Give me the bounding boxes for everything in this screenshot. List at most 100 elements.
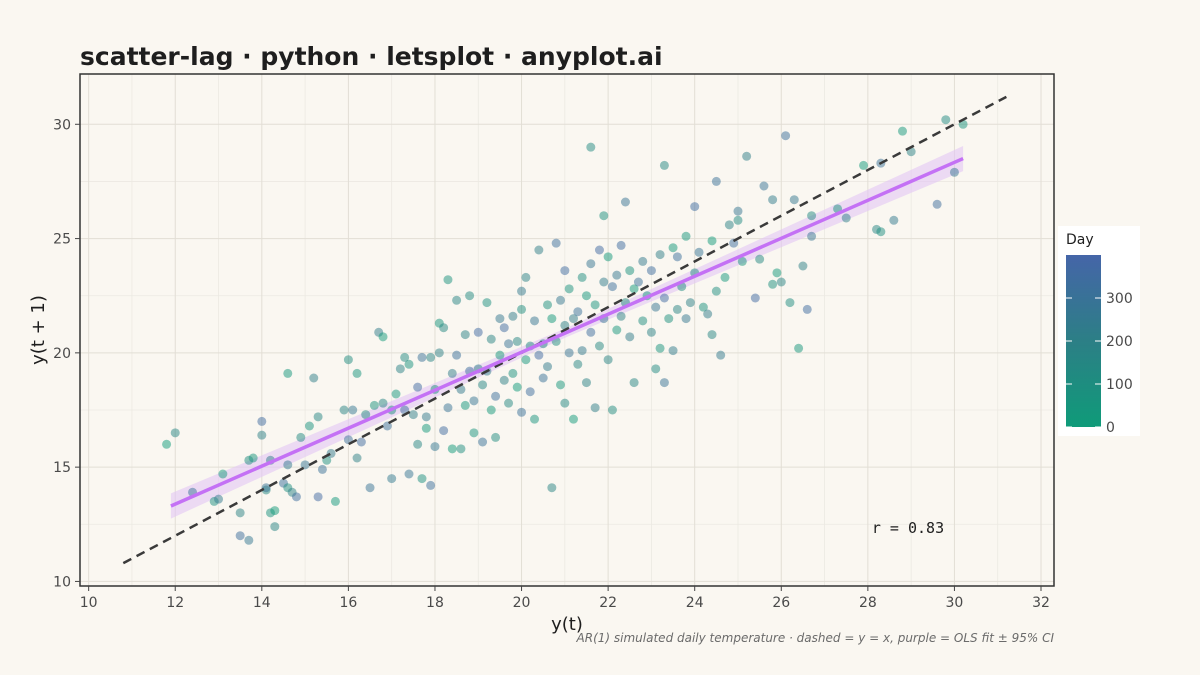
data-point [162, 439, 172, 449]
data-point [551, 238, 561, 248]
data-point [365, 483, 375, 493]
data-point [949, 167, 959, 177]
data-point [517, 286, 527, 296]
data-point [672, 304, 682, 314]
data-point [750, 293, 760, 303]
data-point [447, 368, 457, 378]
x-tick-label: 24 [686, 595, 704, 611]
data-point [564, 284, 574, 294]
data-point [504, 339, 514, 349]
data-point [417, 474, 427, 484]
data-point [391, 389, 401, 399]
data-point [283, 460, 293, 470]
x-tick-label: 32 [1032, 595, 1050, 611]
data-point [426, 352, 436, 362]
data-point [655, 343, 665, 353]
data-point [651, 364, 661, 374]
data-point [486, 334, 496, 344]
data-point [547, 314, 557, 324]
y-tick-label: 30 [53, 117, 71, 133]
data-point [317, 464, 327, 474]
data-point [556, 380, 566, 390]
data-point [690, 202, 700, 212]
data-point [439, 426, 449, 436]
data-point [270, 522, 280, 532]
data-point [612, 325, 622, 335]
data-point [668, 346, 678, 356]
data-point [694, 247, 704, 257]
data-point [430, 442, 440, 452]
data-point [291, 492, 301, 502]
data-point [590, 300, 600, 310]
data-point [400, 352, 410, 362]
data-point [309, 373, 319, 383]
data-point [841, 213, 851, 223]
y-axis-ticks: 10 15 20 25 30 [53, 117, 80, 590]
data-point [633, 277, 643, 287]
data-point [473, 327, 483, 337]
data-point [534, 245, 544, 255]
legend-tick-label: 100 [1106, 377, 1133, 393]
data-point [733, 206, 743, 216]
data-point [508, 311, 518, 321]
data-point [586, 327, 596, 337]
data-point [724, 220, 734, 230]
data-point [876, 227, 886, 237]
data-point [378, 398, 388, 408]
data-point [651, 302, 661, 312]
data-point [270, 506, 280, 516]
data-point [330, 496, 340, 506]
data-point [859, 160, 869, 170]
legend-ticks: 0 100 200 300 [1066, 291, 1133, 436]
data-point [703, 309, 713, 319]
data-point [672, 252, 682, 262]
data-point [439, 323, 449, 333]
data-point [685, 298, 695, 308]
data-point [244, 535, 254, 545]
data-point [716, 350, 726, 360]
x-tick-label: 28 [859, 595, 877, 611]
data-point [508, 368, 518, 378]
data-point [733, 215, 743, 225]
data-point [889, 215, 899, 225]
data-point [378, 332, 388, 342]
data-point [573, 359, 583, 369]
data-point [434, 348, 444, 358]
data-point [452, 350, 462, 360]
data-point [478, 380, 488, 390]
data-point [413, 439, 423, 449]
data-point [512, 336, 522, 346]
data-point [594, 341, 604, 351]
data-point [785, 298, 795, 308]
data-point [577, 346, 587, 356]
x-tick-label: 26 [772, 595, 790, 611]
data-point [469, 396, 479, 406]
data-point [413, 382, 423, 392]
data-point [603, 252, 613, 262]
data-point [530, 414, 540, 424]
data-point [625, 266, 635, 276]
data-point [352, 368, 362, 378]
data-point [616, 311, 626, 321]
data-point [534, 350, 544, 360]
data-point [408, 410, 418, 420]
data-point [417, 352, 427, 362]
data-point [798, 261, 808, 271]
data-point [248, 453, 258, 463]
identity-line [122, 95, 1007, 565]
data-point [629, 378, 639, 388]
data-point [681, 231, 691, 241]
data-point [456, 444, 466, 454]
data-point [218, 469, 228, 479]
data-point [538, 373, 548, 383]
y-tick-label: 15 [53, 460, 71, 476]
data-point [711, 286, 721, 296]
data-point [659, 160, 669, 170]
data-point [257, 416, 267, 426]
data-point [170, 428, 180, 438]
data-point [352, 453, 362, 463]
data-point [742, 151, 752, 161]
data-point [707, 236, 717, 246]
data-point [313, 412, 323, 422]
